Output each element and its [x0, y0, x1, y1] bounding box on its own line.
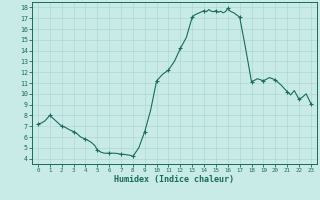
X-axis label: Humidex (Indice chaleur): Humidex (Indice chaleur): [115, 175, 234, 184]
